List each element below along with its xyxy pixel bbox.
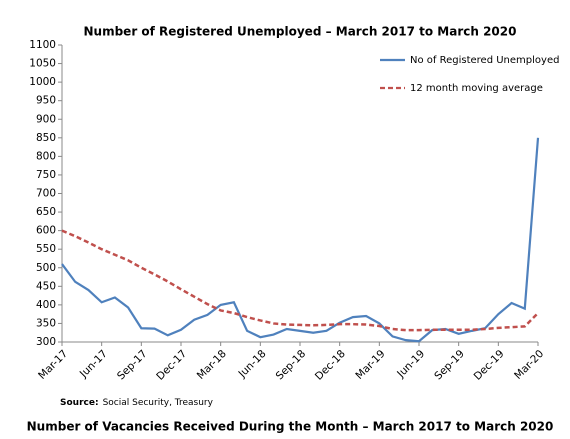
x-tick-label: Mar-17 [36, 348, 70, 382]
x-tick-label: Jun-18 [236, 348, 269, 381]
y-tick-label: 400 [36, 299, 56, 311]
series-line [61, 137, 540, 343]
source: Source: Social Security, Treasury [60, 398, 214, 408]
x-tick-label: Sep-17 [115, 348, 150, 383]
y-tick-label: 1050 [29, 58, 56, 70]
y-tick-label: 650 [36, 206, 56, 218]
next-chart-title: Number of Vacancies Received During the … [27, 420, 554, 434]
x-tick-label: Sep-19 [432, 348, 467, 383]
y-tick-label: 800 [36, 150, 56, 162]
y-tick-label: 550 [36, 243, 56, 255]
y-tick-label: 850 [36, 132, 56, 144]
legend-label: No of Registered Unemployed [410, 55, 559, 66]
y-tick-label: 350 [36, 317, 56, 329]
x-tick-label: Mar-19 [353, 348, 387, 382]
y-tick-label: 700 [36, 188, 56, 200]
y-tick-label: 900 [36, 113, 56, 125]
x-tick-label: Dec-18 [313, 348, 348, 383]
x-tick-label: Dec-17 [154, 348, 189, 383]
y-tick-label: 300 [36, 336, 56, 348]
x-tick-label: Mar-18 [195, 348, 229, 382]
y-tick-label: 450 [36, 280, 56, 292]
y-tick-label: 750 [36, 169, 56, 181]
legend-label: 12 month moving average [410, 83, 543, 94]
chart-title: Number of Registered Unemployed – March … [84, 25, 517, 39]
x-tick-label: Mar-20 [512, 348, 546, 382]
x-tick-label: Jun-17 [77, 348, 110, 381]
y-tick-label: 600 [36, 225, 56, 237]
y-tick-label: 950 [36, 95, 56, 107]
y-tick-label: 500 [36, 262, 56, 274]
series-line [61, 229, 539, 332]
x-tick-label: Dec-19 [472, 348, 507, 383]
x-tick-label: Sep-18 [274, 348, 309, 383]
source-label: Source: [60, 398, 99, 408]
x-tick-label: Jun-19 [394, 348, 427, 381]
source-text: Social Security, Treasury [103, 398, 214, 408]
y-tick-label: 1100 [29, 39, 56, 51]
y-tick-label: 1000 [29, 76, 56, 88]
